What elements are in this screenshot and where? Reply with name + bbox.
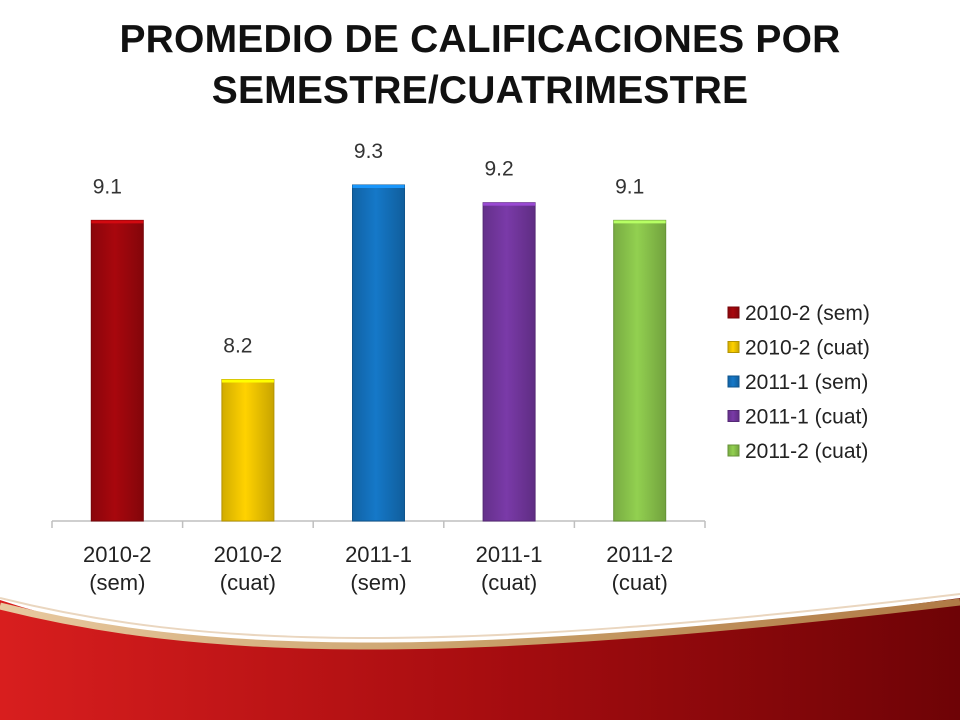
x-tick-label: (cuat): [481, 570, 537, 595]
bar-top-highlight: [352, 185, 405, 188]
legend-label: 2010-2 (cuat): [745, 337, 870, 360]
bar-3: [352, 184, 405, 522]
legend-swatch: [727, 410, 740, 422]
axis-layer: [51, 520, 706, 528]
x-tick-label: 2010-2: [214, 542, 283, 567]
legend-label: 2011-2 (cuat): [745, 440, 868, 463]
x-tick-label: (cuat): [612, 570, 668, 595]
legend-label: 2010-2 (sem): [745, 302, 870, 325]
bar-1: [90, 219, 144, 522]
data-label: 9.1: [615, 175, 644, 198]
legend-label: 2011-1 (cuat): [745, 406, 868, 429]
x-tick-label: (cuat): [220, 570, 276, 595]
bar-top-highlight: [221, 379, 274, 383]
title-line-2: SEMESTRE/CUATRIMESTRE: [211, 69, 749, 112]
title-line-1: PROMEDIO DE CALIFICACIONES POR: [119, 18, 841, 61]
x-tick-label: (sem): [350, 570, 406, 595]
page-title: PROMEDIO DE CALIFICACIONES POR SEMESTRE/…: [0, 14, 960, 116]
data-label: 8.2: [223, 335, 252, 358]
legend-swatch: [727, 375, 740, 388]
x-tick-label: 2011-1: [345, 542, 412, 567]
legend: 2010-2 (sem) 2010-2 (cuat) 2011-1 (sem) 201…: [727, 302, 870, 463]
legend-label: 2011-1 (sem): [745, 371, 868, 394]
bar-top-highlight: [483, 202, 536, 206]
bar-top-highlight: [613, 220, 666, 224]
labels-layer: 9.1 2010-2 (sem) 8.2 2010-2 (cuat) 9.3 2011-1 (s…: [83, 140, 673, 595]
legend-swatch: [727, 306, 740, 319]
x-tick-label: (sem): [89, 570, 145, 595]
bar-top-highlight: [91, 220, 144, 224]
legend-swatch: [727, 341, 740, 353]
bars-layer: [90, 184, 667, 522]
x-tick-label: 2011-1: [476, 542, 543, 567]
bar-5: [613, 219, 667, 522]
bar-4: [482, 202, 536, 522]
x-tick-label: 2011-2: [606, 542, 673, 567]
bar-2: [221, 379, 275, 522]
legend-swatch: [727, 444, 740, 457]
data-label: 9.1: [93, 175, 122, 198]
data-label: 9.3: [354, 140, 383, 163]
x-tick-label: 2010-2: [83, 542, 152, 567]
data-label: 9.2: [484, 158, 513, 181]
